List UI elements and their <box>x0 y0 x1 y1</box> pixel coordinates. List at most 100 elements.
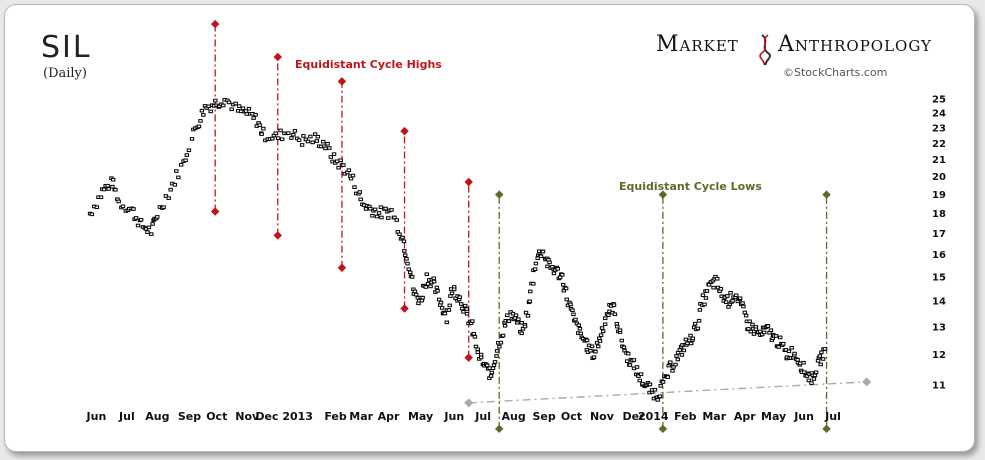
price-point <box>321 139 326 144</box>
price-point <box>308 134 313 139</box>
price-point <box>420 295 425 300</box>
price-point <box>655 398 660 402</box>
price-point <box>348 176 354 181</box>
cycle-lows-label: Equidistant Cycle Lows <box>619 180 762 193</box>
price-point <box>135 223 141 228</box>
price-point <box>500 333 506 338</box>
price-point <box>414 292 419 297</box>
y-tick-label: 18 <box>932 209 946 220</box>
x-tick-label: Jul <box>474 410 491 423</box>
x-tick-label: Jun <box>443 410 464 423</box>
price-point <box>527 299 532 304</box>
chart-subtitle: (Daily) <box>43 66 87 81</box>
price-point <box>161 205 166 209</box>
y-tick-label: 16 <box>932 250 946 261</box>
price-point <box>577 326 583 331</box>
price-point <box>357 190 362 194</box>
x-tick-label: Apr <box>734 410 756 423</box>
price-point <box>584 338 590 343</box>
price-point <box>802 370 807 374</box>
x-tick-label: Mar <box>349 410 373 423</box>
price-point <box>428 284 433 289</box>
cycle-low-marker <box>494 424 504 434</box>
price-point <box>327 146 332 150</box>
price-point <box>131 207 136 211</box>
price-point <box>229 107 234 112</box>
price-point <box>795 358 800 362</box>
price-point <box>505 313 510 318</box>
price-point <box>253 112 258 117</box>
stockcharts-credit: ©StockCharts.com <box>783 66 887 79</box>
price-point <box>299 143 305 147</box>
price-point <box>551 271 557 276</box>
cycle-high-marker <box>464 353 473 362</box>
price-point <box>513 313 519 318</box>
x-tick-label: Jul <box>118 410 135 423</box>
price-point <box>792 351 797 356</box>
price-point <box>184 153 189 157</box>
price-point <box>315 134 320 139</box>
price-point <box>370 213 375 218</box>
price-point <box>448 294 453 298</box>
price-point <box>383 206 388 211</box>
price-point <box>627 363 633 367</box>
x-tick-label: Sep <box>178 410 201 423</box>
price-point <box>690 336 696 341</box>
price-point <box>172 183 178 187</box>
price-point <box>631 358 637 362</box>
price-point <box>703 296 709 300</box>
price-point <box>296 138 302 142</box>
price-point <box>606 313 611 317</box>
y-axis: 11 12 13 14 15 16 17 18 19 20 21 22 23 24 25 <box>932 95 946 392</box>
y-tick-label: 14 <box>932 296 946 307</box>
price-point <box>470 319 475 323</box>
price-point <box>379 215 384 220</box>
price-point <box>323 146 328 151</box>
price-point <box>758 329 763 334</box>
price-series <box>87 97 828 402</box>
price-point <box>435 288 440 293</box>
price-point <box>163 194 169 198</box>
price-point <box>431 276 436 281</box>
brand-logo: Market Anthropology ©StockCharts.com <box>656 32 931 79</box>
price-point <box>196 124 202 129</box>
price-point <box>346 168 352 172</box>
price-point <box>374 214 380 219</box>
price-point <box>692 321 698 326</box>
price-point <box>589 344 595 349</box>
price-point <box>278 128 283 133</box>
price-point <box>634 365 640 369</box>
price-point <box>372 207 378 212</box>
price-point <box>464 311 470 316</box>
price-point <box>259 132 264 136</box>
x-tick-label: Oct <box>561 410 582 423</box>
price-point <box>538 254 544 259</box>
price-point <box>746 327 751 331</box>
trendline-endpoint <box>862 377 872 387</box>
price-point <box>401 239 407 244</box>
price-point <box>208 109 213 114</box>
price-point <box>685 341 690 346</box>
price-point <box>176 175 181 180</box>
price-point <box>813 370 819 375</box>
price-point <box>498 340 504 345</box>
price-point <box>702 302 707 307</box>
price-point <box>439 306 445 310</box>
price-point <box>457 295 462 299</box>
price-point <box>150 222 155 226</box>
price-point <box>368 206 373 211</box>
y-tick-label: 15 <box>932 272 946 283</box>
price-point <box>389 208 394 212</box>
price-point <box>820 357 826 361</box>
cycle-high-marker <box>400 304 409 313</box>
price-point <box>596 344 601 349</box>
price-point <box>519 331 524 336</box>
price-point <box>289 136 294 140</box>
price-point <box>571 312 576 317</box>
price-point <box>789 345 794 350</box>
price-point <box>753 327 759 332</box>
cycle-lines-layer <box>210 19 831 434</box>
y-tick-label: 22 <box>932 139 946 150</box>
price-point <box>149 232 154 236</box>
price-point <box>492 360 498 364</box>
